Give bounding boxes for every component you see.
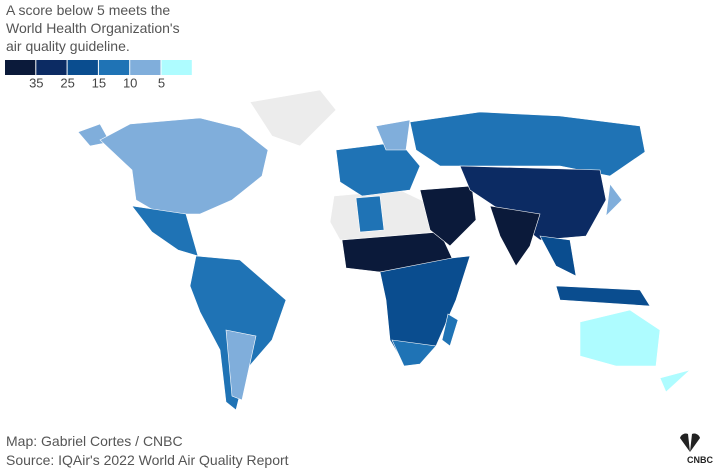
legend-tick-label: 5 [158,75,165,90]
china-central-asia [459,165,607,241]
legend-tick-label: 15 [92,75,106,90]
legend-swatch [161,60,192,75]
north-america [99,117,269,215]
australia [579,309,661,367]
legend: 35 25 15 10 5 [5,60,192,90]
southeast-asia [539,235,577,277]
central-america [131,205,199,257]
legend-swatch [67,60,98,75]
scandinavia [375,119,411,151]
southern-africa [391,339,437,367]
greenland [249,89,337,147]
legend-tick-label: 35 [29,75,43,90]
credit: Map: Gabriel Cortes / CNBC [6,433,183,449]
legend-swatch [5,60,36,75]
argentina [225,329,257,401]
source: Source: IQAir's 2022 World Air Quality R… [6,452,289,468]
madagascar [441,313,459,347]
europe [335,141,421,197]
legend-swatch [98,60,130,75]
legend-tick-label: 25 [60,75,74,90]
subtitle-line: A score below 5 meets the [6,2,171,18]
logo-text: CNBC [687,455,713,465]
russia [409,111,646,177]
japan [605,183,623,217]
legend-swatch [36,60,67,75]
logo-peacock [680,433,700,452]
india [489,205,541,267]
algeria [355,195,385,233]
subtitle-line: air quality guideline. [6,38,130,54]
indonesia [555,285,651,307]
subtitle-line: World Health Organization's [6,20,180,36]
new-zealand [659,369,691,393]
world-map [77,89,691,411]
legend-tick-label: 10 [123,75,137,90]
middle-east [419,185,477,247]
legend-swatch [130,60,161,75]
logo: CNBC [680,433,713,465]
